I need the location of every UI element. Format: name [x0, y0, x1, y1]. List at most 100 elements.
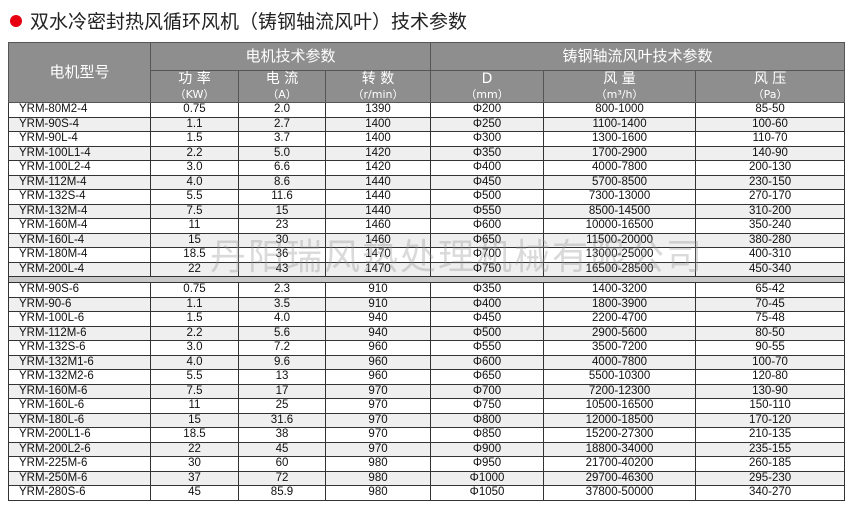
value-cell: 800-1000: [543, 102, 697, 118]
model-cell: YRM-200L1-6: [8, 427, 151, 443]
value-cell: 970: [324, 383, 432, 399]
value-cell: 12000-18500: [543, 412, 697, 428]
header-column: 功 率（KW）: [150, 70, 239, 103]
table-row: YRM-100L-6 1.5 4.0 940 Φ450 2200-4700 75-48: [8, 311, 846, 327]
value-cell: 940: [324, 325, 432, 341]
header-column: 风 量（m³/h）: [543, 70, 697, 103]
value-cell: 1420: [324, 160, 432, 176]
value-cell: 16500-28500: [543, 261, 697, 277]
value-cell: 970: [324, 441, 432, 457]
value-cell: 11: [150, 398, 239, 414]
value-cell: 65-42: [695, 282, 846, 298]
value-cell: 940: [324, 311, 432, 327]
value-cell: 1400: [324, 131, 432, 147]
column-label: 风 压: [753, 70, 787, 87]
value-cell: Φ750: [430, 398, 545, 414]
value-cell: Φ450: [430, 174, 545, 190]
value-cell: Φ1050: [430, 485, 545, 501]
value-cell: 970: [324, 398, 432, 414]
value-cell: 960: [324, 340, 432, 356]
value-cell: 8500-14500: [543, 203, 697, 219]
value-cell: 1700-2900: [543, 145, 697, 161]
value-cell: 980: [324, 456, 432, 472]
value-cell: 235-155: [695, 441, 846, 457]
value-cell: 1460: [324, 218, 432, 234]
value-cell: 2.0: [238, 102, 326, 118]
value-cell: 8.6: [238, 174, 326, 190]
column-label: 电 流: [265, 70, 299, 87]
model-cell: YRM-90S-4: [8, 116, 151, 132]
value-cell: Φ700: [430, 383, 545, 399]
column-label: 风 量: [603, 70, 636, 87]
value-cell: 980: [324, 470, 432, 486]
column-label: D: [481, 70, 493, 87]
value-cell: Φ550: [430, 203, 545, 219]
value-cell: 4.0: [150, 354, 239, 370]
table-row: YRM-80M2-4 0.75 2.0 1390 Φ200 800-1000 85-50: [8, 102, 846, 118]
group-separator: [7, 276, 846, 283]
value-cell: Φ400: [430, 160, 545, 176]
value-cell: 2900-5600: [543, 325, 697, 341]
value-cell: Φ550: [430, 340, 545, 356]
value-cell: 75-48: [695, 311, 846, 327]
page-title: 双水冷密封热风循环风机（铸钢轴流风叶）技术参数: [10, 7, 467, 34]
value-cell: 150-110: [695, 398, 846, 414]
value-cell: Φ600: [430, 218, 545, 234]
value-cell: 7.5: [150, 203, 239, 219]
value-cell: 10000-16500: [543, 218, 697, 234]
value-cell: 400-310: [695, 247, 846, 263]
value-cell: 38: [238, 427, 326, 443]
value-cell: 350-240: [695, 218, 846, 234]
value-cell: 2.7: [238, 116, 326, 132]
table-row: YRM-132M1-6 4.0 9.6 960 Φ600 4000-7800 100-70: [8, 354, 846, 370]
header-motor-group: 电机技术参数: [149, 42, 432, 71]
model-cell: YRM-80M2-4: [8, 102, 151, 118]
column-unit: （r/min）: [352, 87, 404, 101]
value-cell: Φ800: [430, 412, 545, 428]
model-cell: YRM-200L-4: [8, 261, 151, 277]
model-cell: YRM-132M1-6: [8, 354, 151, 370]
value-cell: 1440: [324, 174, 432, 190]
header-column: 电 流（A）: [238, 70, 326, 103]
value-cell: Φ400: [430, 296, 545, 312]
value-cell: 9.6: [238, 354, 326, 370]
value-cell: 120-80: [695, 369, 846, 385]
value-cell: 7.5: [150, 383, 239, 399]
table-row: YRM-160M-4 11 23 1460 Φ600 10000-16500 350-240: [8, 218, 846, 234]
column-unit: （m³/h）: [595, 87, 644, 101]
value-cell: 15: [150, 412, 239, 428]
value-cell: 1440: [324, 189, 432, 205]
column-unit: （mm）: [465, 87, 509, 101]
model-cell: YRM-132S-6: [8, 340, 151, 356]
value-cell: 4000-7800: [543, 160, 697, 176]
value-cell: Φ950: [430, 456, 545, 472]
value-cell: 4000-7800: [543, 354, 697, 370]
value-cell: 45: [150, 485, 239, 501]
value-cell: Φ300: [430, 131, 545, 147]
value-cell: 36: [238, 247, 326, 263]
table-row: YRM-90S-6 0.75 2.3 910 Φ350 1400-3200 65-42: [8, 282, 846, 298]
model-cell: YRM-180L-6: [8, 412, 151, 428]
value-cell: Φ650: [430, 232, 545, 248]
value-cell: 960: [324, 354, 432, 370]
value-cell: 310-200: [695, 203, 846, 219]
value-cell: 31.6: [238, 412, 326, 428]
value-cell: 23: [238, 218, 326, 234]
value-cell: Φ500: [430, 325, 545, 341]
value-cell: 7300-13000: [543, 189, 697, 205]
value-cell: 3.5: [238, 296, 326, 312]
value-cell: 18.5: [150, 427, 239, 443]
value-cell: 80-50: [695, 325, 846, 341]
value-cell: 100-70: [695, 354, 846, 370]
value-cell: 1460: [324, 232, 432, 248]
model-cell: YRM-132M2-6: [8, 369, 151, 385]
value-cell: 295-230: [695, 470, 846, 486]
column-unit: （Pa）: [752, 87, 788, 101]
header-column: D （mm）: [430, 70, 545, 103]
value-cell: 1440: [324, 203, 432, 219]
model-cell: YRM-132M-4: [8, 203, 151, 219]
value-cell: 970: [324, 427, 432, 443]
value-cell: 7200-12300: [543, 383, 697, 399]
table-row: YRM-160M-6 7.5 17 970 Φ700 7200-12300 130-90: [8, 383, 846, 399]
column-label: 转 数: [361, 70, 395, 87]
